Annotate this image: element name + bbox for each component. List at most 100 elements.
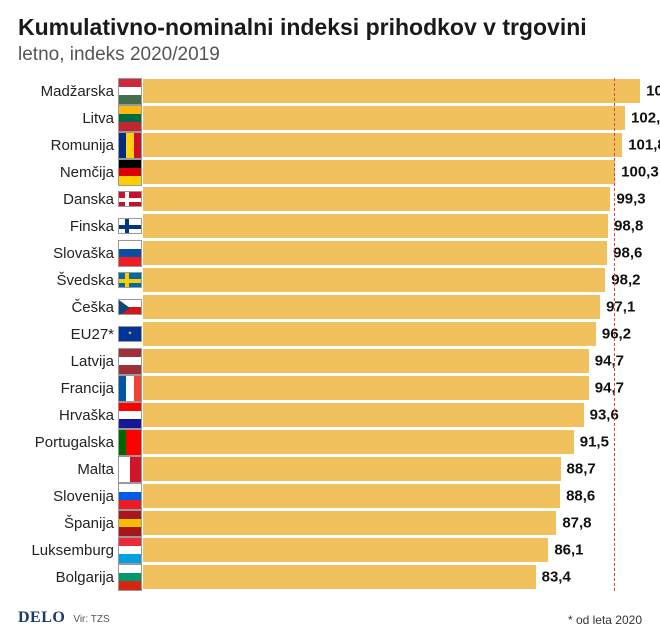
bar-value: 86,1	[554, 542, 583, 559]
bar-value: 97,1	[606, 299, 635, 316]
bar-track: 94,7	[143, 349, 642, 373]
flag-icon	[118, 132, 142, 159]
country-label: Češka	[18, 299, 118, 316]
country-label: Madžarska	[18, 83, 118, 100]
brand-logo: DELO	[18, 609, 65, 627]
bar-value: 94,7	[595, 380, 624, 397]
flag-icon	[118, 240, 142, 267]
reference-line	[614, 78, 615, 591]
bar-value: 87,8	[562, 515, 591, 532]
bar	[143, 160, 615, 184]
bar	[143, 511, 556, 535]
chart-subtitle: letno, indeks 2020/2019	[18, 44, 642, 66]
bar-value: 91,5	[580, 434, 609, 451]
bar-value: 105,6	[646, 83, 660, 100]
bar-track: 87,8	[143, 511, 642, 535]
flag-icon	[118, 105, 142, 132]
bar-track: 105,6	[143, 79, 642, 103]
bar-track: 91,5	[143, 430, 642, 454]
bar	[143, 79, 640, 103]
bar	[143, 295, 600, 319]
flag-icon	[118, 456, 142, 483]
bar	[143, 349, 589, 373]
bar-row: EU27*⋆96,2	[18, 321, 642, 348]
bar-track: 83,4	[143, 565, 642, 589]
bar-row: Danska99,3	[18, 186, 642, 213]
bar-value: 83,4	[542, 569, 571, 586]
country-label: Latvija	[18, 353, 118, 370]
bar-value: 98,6	[613, 245, 642, 262]
bar-track: 88,6	[143, 484, 642, 508]
country-label: Švedska	[18, 272, 118, 289]
bar-row: Litva102,4	[18, 105, 642, 132]
bar	[143, 484, 560, 508]
bar-value: 96,2	[602, 326, 631, 343]
country-label: Romunija	[18, 137, 118, 154]
bar-row: Finska 98,8	[18, 213, 642, 240]
country-label: Luksemburg	[18, 542, 118, 559]
flag-icon	[118, 402, 142, 429]
country-label: Francija	[18, 380, 118, 397]
country-label: EU27*	[18, 326, 118, 343]
bar-row: Bolgarija 83,4	[18, 564, 642, 591]
flag-icon	[118, 191, 142, 207]
bar-row: Romunija 101,8	[18, 132, 642, 159]
bar-chart: Madžarska105,6Litva102,4Romunija101,8Nem…	[18, 78, 642, 591]
bar-value: 88,7	[567, 461, 596, 478]
flag-icon	[118, 299, 142, 315]
bar-track: 97,1	[143, 295, 642, 319]
bar-track: 94,7	[143, 376, 642, 400]
country-label: Danska	[18, 191, 118, 208]
bar-track: 98,2	[143, 268, 642, 292]
bar-value: 94,7	[595, 353, 624, 370]
bar	[143, 376, 589, 400]
bar	[143, 538, 548, 562]
footer: DELO Vir: TZS	[18, 609, 110, 627]
flag-icon	[118, 483, 142, 510]
bar-row: Španija 87,8	[18, 510, 642, 537]
bar-value: 100,3	[621, 164, 659, 181]
bar-row: Nemčija 100,3	[18, 159, 642, 186]
flag-icon	[118, 510, 142, 537]
bar-track: 88,7	[143, 457, 642, 481]
flag-icon	[118, 537, 142, 564]
bar-row: Švedska 98,2	[18, 267, 642, 294]
flag-icon	[118, 564, 142, 591]
country-label: Slovaška	[18, 245, 118, 262]
country-label: Nemčija	[18, 164, 118, 181]
bar-track: 100,3	[143, 160, 642, 184]
bar-row: Francija 94,7	[18, 375, 642, 402]
bar	[143, 322, 596, 346]
bar-track: 102,4	[143, 106, 642, 130]
flag-icon	[118, 218, 142, 234]
source-text: Vir: TZS	[73, 614, 109, 625]
country-label: Španija	[18, 515, 118, 532]
bar-value: 98,8	[614, 218, 643, 235]
chart-title: Kumulativno-nominalni indeksi prihodkov …	[18, 14, 642, 42]
bar	[143, 106, 625, 130]
bar-row: Portugalska91,5	[18, 429, 642, 456]
flag-icon	[118, 348, 142, 375]
bar	[143, 457, 561, 481]
bar-track: 98,6	[143, 241, 642, 265]
bar-track: 93,6	[143, 403, 642, 427]
bar-row: Malta 88,7	[18, 456, 642, 483]
country-label: Malta	[18, 461, 118, 478]
country-label: Finska	[18, 218, 118, 235]
bar-track: 101,8	[143, 133, 642, 157]
bar-row: Luksemburg 86,1	[18, 537, 642, 564]
bar	[143, 133, 622, 157]
bar-value: 102,4	[631, 110, 660, 127]
flag-icon	[118, 375, 142, 402]
flag-icon	[118, 429, 142, 456]
bar	[143, 268, 605, 292]
bar-track: 98,8	[143, 214, 642, 238]
country-label: Bolgarija	[18, 569, 118, 586]
flag-icon	[118, 272, 142, 288]
chart-container: Kumulativno-nominalni indeksi prihodkov …	[0, 0, 660, 637]
bar-row: Madžarska 105,6	[18, 78, 642, 105]
bar	[143, 430, 574, 454]
bar-row: Češka 97,1	[18, 294, 642, 321]
bar-row: Hrvaška93,6	[18, 402, 642, 429]
bar-row: Slovaška 98,6	[18, 240, 642, 267]
